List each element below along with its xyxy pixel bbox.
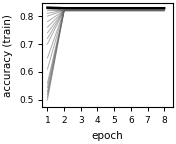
X-axis label: epoch: epoch [92, 130, 123, 141]
Y-axis label: accuracy (train): accuracy (train) [4, 14, 14, 97]
